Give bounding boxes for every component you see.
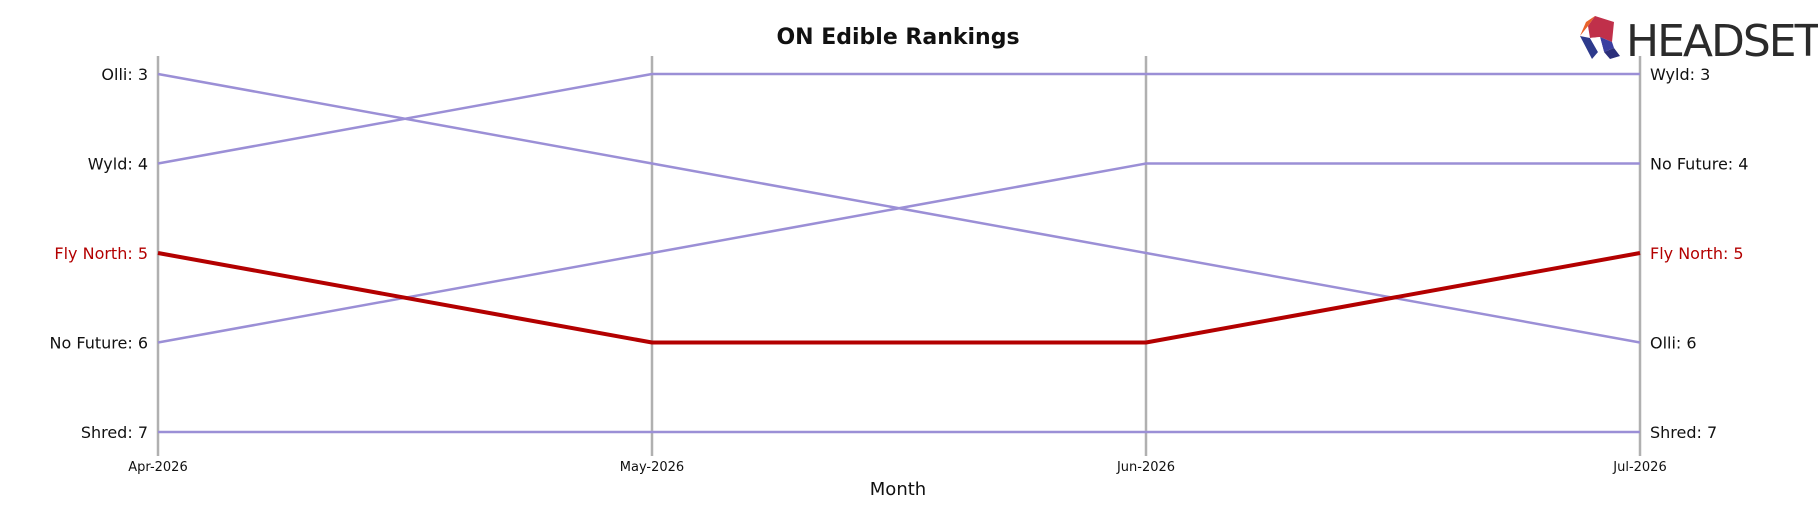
logo-text: HEADSET xyxy=(1626,16,1818,67)
right-rank-label-shred: Shred: 7 xyxy=(1650,423,1717,442)
chart-title: ON Edible Rankings xyxy=(776,25,1019,50)
series-line-no-future xyxy=(157,162,1640,344)
grid-layer xyxy=(156,56,1642,456)
left-rank-label-fly-north: Fly North: 5 xyxy=(54,244,148,263)
x-tick-label: Jul-2026 xyxy=(1612,460,1666,475)
right-rank-label-wyld: Wyld: 3 xyxy=(1650,65,1710,84)
left-rank-label-no-future: No Future: 6 xyxy=(50,334,148,353)
x-axis-title: Month xyxy=(870,479,926,500)
right-rank-label-olli: Olli: 6 xyxy=(1650,334,1697,353)
x-tick-label: May-2026 xyxy=(620,460,684,475)
logo-mark-icon xyxy=(1580,16,1620,59)
series-line-fly-north xyxy=(157,251,1641,345)
headset-logo: HEADSET xyxy=(1580,16,1818,67)
series-line-wyld xyxy=(157,72,1640,165)
label-layer: Olli: 3 Olli: 6 Wyld: 4 Wyld: 3 No Future: 6… xyxy=(50,65,1749,442)
right-rank-label-fly-north: Fly North: 5 xyxy=(1650,244,1744,263)
left-rank-label-olli: Olli: 3 xyxy=(101,65,148,84)
left-rank-label-wyld: Wyld: 4 xyxy=(88,155,148,174)
x-tick-label: Apr-2026 xyxy=(128,460,187,475)
tick-layer: Apr-2026 May-2026 Jun-2026 Jul-2026 xyxy=(128,460,1666,475)
x-tick-label: Jun-2026 xyxy=(1116,460,1175,475)
left-rank-label-shred: Shred: 7 xyxy=(81,423,148,442)
right-rank-label-no-future: No Future: 4 xyxy=(1650,155,1748,174)
series-layer xyxy=(157,72,1641,434)
